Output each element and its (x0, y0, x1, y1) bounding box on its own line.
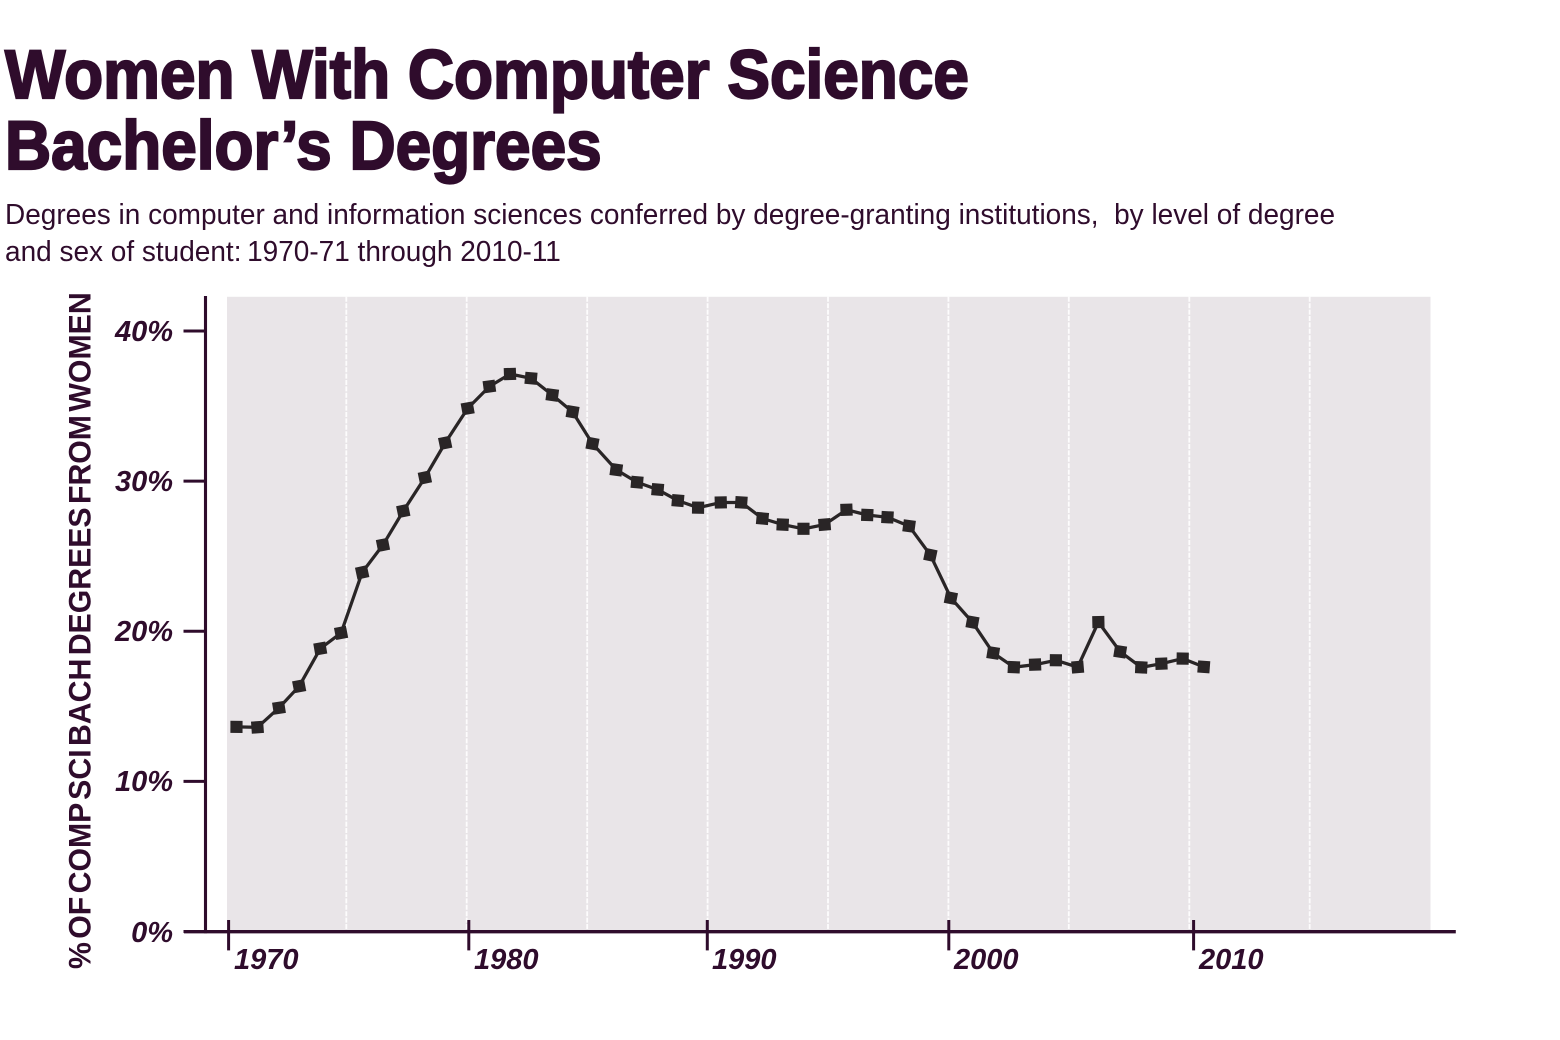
svg-text:1980: 1980 (474, 944, 539, 976)
svg-text:0%: 0% (131, 917, 173, 949)
svg-text:2000: 2000 (953, 944, 1019, 976)
svg-text:% OF COMP SCI BACH DEGREES FRO: % OF COMP SCI BACH DEGREES FROM WOMEN (62, 292, 98, 969)
svg-text:10%: 10% (115, 766, 173, 798)
svg-text:40%: 40% (114, 316, 173, 348)
svg-text:2010: 2010 (1198, 944, 1264, 976)
svg-text:20%: 20% (114, 616, 173, 648)
svg-text:30%: 30% (115, 466, 173, 498)
svg-text:1990: 1990 (712, 944, 777, 976)
svg-text:1970: 1970 (234, 944, 299, 976)
